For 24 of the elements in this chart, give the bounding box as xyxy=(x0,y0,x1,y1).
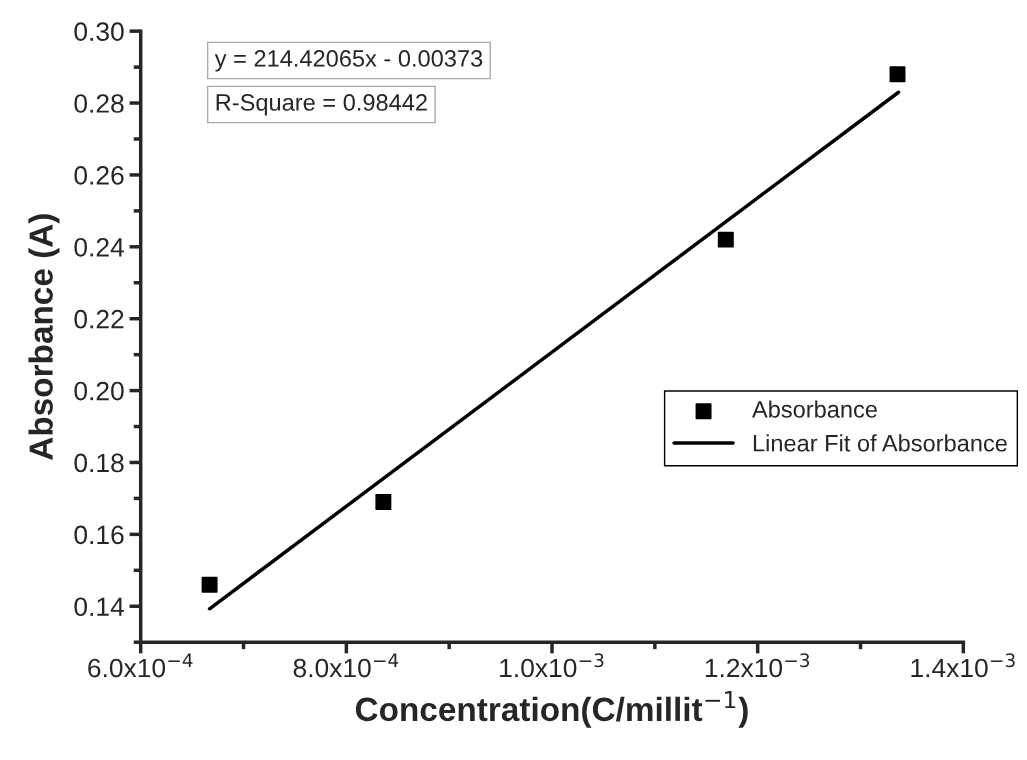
point xyxy=(889,66,906,83)
legend-label: Absorbance xyxy=(752,400,877,418)
x-tick-label: 6.0x10$^{−4}$ xyxy=(88,653,193,678)
y-tick-label: 0.20 xyxy=(74,381,124,401)
annotation: y = 214.42065x - 0.00373 xyxy=(214,50,483,72)
annotation: R-Square = 0.98442 xyxy=(216,94,427,116)
point xyxy=(375,494,392,510)
y-tick-label: 0.26 xyxy=(74,166,124,185)
x-tick-label: 1.0x10$^{−3}$ xyxy=(500,653,604,678)
point xyxy=(717,231,734,248)
x-axis-title: Concentration(C/millit$^{−1}$) xyxy=(355,691,748,728)
y-tick-label: 0.14 xyxy=(74,597,124,617)
y-tick-label: 0.24 xyxy=(74,237,124,257)
y-tick-label: 0.30 xyxy=(74,22,124,41)
point xyxy=(201,576,218,593)
x-tick-label: 1.2x10$^{−3}$ xyxy=(705,653,810,678)
y-axis-title: Absorbance (A) xyxy=(28,214,60,460)
y-tick-label: 0.18 xyxy=(74,453,124,473)
legend-label: Linear Fit of Absorbance xyxy=(753,434,1007,452)
x-tick-label: 1.4x10$^{−3}$ xyxy=(911,653,1015,678)
y-tick-label: 0.28 xyxy=(74,94,124,113)
y-tick-label: 0.16 xyxy=(74,525,124,545)
y-tick-label: 0.22 xyxy=(74,309,124,329)
x-tick-label: 8.0x10$^{−4}$ xyxy=(293,653,399,678)
